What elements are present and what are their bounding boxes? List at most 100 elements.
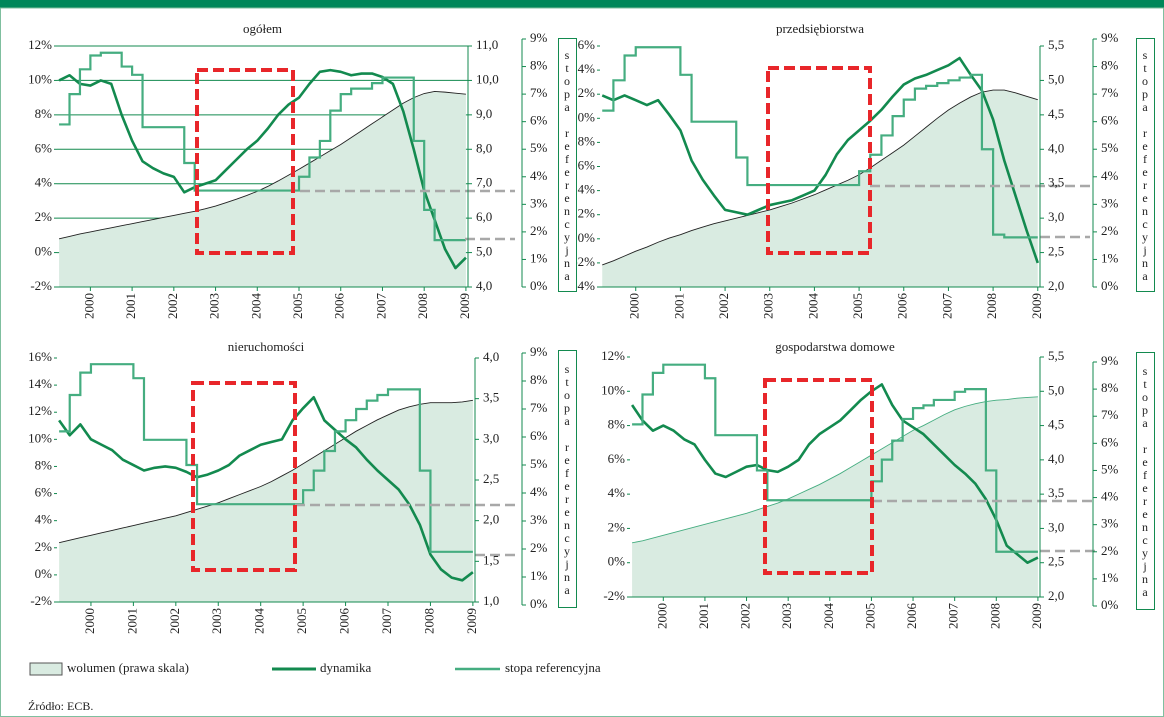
y-tick-label: 14% — [571, 61, 595, 76]
area-line — [58, 90, 466, 240]
y3-tick-label: 8% — [530, 58, 548, 73]
step-line — [59, 363, 473, 553]
y-tick-label: 2% — [608, 519, 626, 534]
y3-tick-label: 5% — [530, 456, 548, 471]
line — [58, 396, 474, 582]
chart-title: nieruchomości — [228, 339, 305, 354]
area-line — [631, 396, 1038, 544]
y3-tick-label: 3% — [1101, 516, 1119, 531]
y3-tick-label: 4% — [1101, 168, 1119, 183]
y3-tick-label: 8% — [1101, 380, 1119, 395]
x-tick-label: 2007 — [946, 603, 961, 630]
y-tick-label: 4% — [35, 512, 53, 527]
x-tick-label: 2005 — [294, 608, 309, 634]
y3-tick-label: 8% — [530, 372, 548, 387]
y-tick-label: 2% — [35, 209, 53, 224]
y3-tick-label: 8% — [1101, 58, 1119, 73]
y-tick-label: -2% — [573, 254, 595, 269]
y3-tick-label: 0% — [1101, 597, 1119, 612]
y-tick-label: 12% — [601, 348, 625, 363]
x-tick-label: 2007 — [939, 293, 954, 320]
y3-tick-label: 9% — [1101, 353, 1119, 368]
y3-tick-label: 9% — [530, 344, 548, 359]
y-tick-label: 4% — [578, 182, 596, 197]
y-tick-label: 10% — [28, 430, 52, 445]
y-tick-label: 0% — [608, 554, 626, 569]
x-tick-label: 2001 — [124, 608, 139, 634]
x-tick-label: 2009 — [457, 293, 472, 319]
y2-tick-label: 5,0 — [1048, 382, 1064, 397]
x-tick-label: 2008 — [421, 608, 436, 634]
y3-axis-label: stopa referencyjna — [1136, 38, 1155, 292]
x-tick-label: 2005 — [862, 603, 877, 629]
y2-tick-label: 2,0 — [483, 512, 499, 527]
y2-tick-label: 2,0 — [1048, 588, 1064, 603]
y-tick-label: 0% — [35, 244, 53, 259]
chart-title: ogółem — [243, 21, 282, 36]
y-tick-label: -2% — [30, 593, 52, 608]
y3-tick-label: 2% — [1101, 223, 1119, 238]
y3-tick-label: 6% — [1101, 434, 1119, 449]
x-tick-label: 2006 — [895, 293, 910, 320]
x-tick-label: 2000 — [654, 603, 669, 629]
legend-swatch — [29, 662, 63, 676]
x-tick-label: 2004 — [252, 608, 267, 635]
y-tick-label: 12% — [571, 85, 595, 100]
y-tick-label: 16% — [571, 37, 595, 52]
y3-tick-label: 2% — [530, 540, 548, 555]
y2-tick-label: 1,5 — [483, 552, 499, 567]
y-tick-label: 12% — [28, 37, 52, 52]
y3-tick-label: 6% — [530, 113, 548, 128]
x-tick-label: 2001 — [696, 603, 711, 629]
y2-tick-label: 3,0 — [483, 430, 499, 445]
x-tick-label: 2004 — [248, 293, 263, 320]
y2-tick-label: 2,5 — [483, 471, 499, 486]
x-tick-label: 2002 — [716, 293, 731, 319]
y2-tick-label: 4,0 — [1048, 451, 1064, 466]
y2-tick-label: 3,0 — [1048, 209, 1064, 224]
y-tick-label: -4% — [573, 278, 595, 293]
x-tick-label: 2006 — [337, 608, 352, 635]
x-tick-label: 2000 — [627, 293, 642, 319]
y2-tick-label: 3,5 — [1048, 175, 1064, 190]
y3-tick-label: 4% — [530, 484, 548, 499]
y2-tick-label: 6,0 — [476, 209, 492, 224]
y-tick-label: 12% — [28, 403, 52, 418]
y3-tick-label: 0% — [530, 278, 548, 293]
y3-tick-label: 1% — [1101, 250, 1119, 265]
y3-axis-label: stopa referencyjna — [1136, 352, 1155, 610]
y3-tick-label: 1% — [1101, 570, 1119, 585]
y2-tick-label: 4,5 — [1048, 106, 1064, 121]
y3-tick-label: 3% — [530, 512, 548, 527]
y3-tick-label: 6% — [1101, 113, 1119, 128]
y-tick-label: 6% — [608, 451, 626, 466]
y3-tick-label: 0% — [530, 596, 548, 611]
y3-tick-label: 6% — [530, 428, 548, 443]
y3-axis-label: stopa referencyjna — [558, 38, 577, 292]
step-line — [602, 46, 1038, 239]
y-tick-label: 6% — [578, 157, 596, 172]
y3-tick-label: 1% — [530, 568, 548, 583]
area — [632, 396, 1038, 597]
top-bar — [0, 0, 1164, 8]
y2-tick-label: 4,5 — [1048, 417, 1064, 432]
y3-axis-label: stopa referencyjna — [558, 350, 577, 608]
y-tick-label: 8% — [35, 106, 53, 121]
y2-tick-label: 11,0 — [476, 37, 498, 52]
x-tick-label: 2008 — [984, 293, 999, 319]
y3-tick-label: 2% — [1101, 543, 1119, 558]
legend-label: stopa referencyjna — [505, 660, 601, 675]
x-tick-label: 2002 — [165, 293, 180, 319]
legend-label: wolumen (prawa skala) — [67, 660, 189, 675]
y-tick-label: 14% — [28, 376, 52, 391]
x-tick-label: 2008 — [415, 293, 430, 319]
x-tick-label: 2007 — [373, 293, 388, 320]
y-tick-label: 6% — [35, 140, 53, 155]
y2-tick-label: 3,5 — [1048, 485, 1064, 500]
y2-tick-label: 4,0 — [1048, 140, 1064, 155]
area — [59, 400, 473, 602]
line — [58, 68, 467, 270]
line — [601, 56, 1039, 264]
